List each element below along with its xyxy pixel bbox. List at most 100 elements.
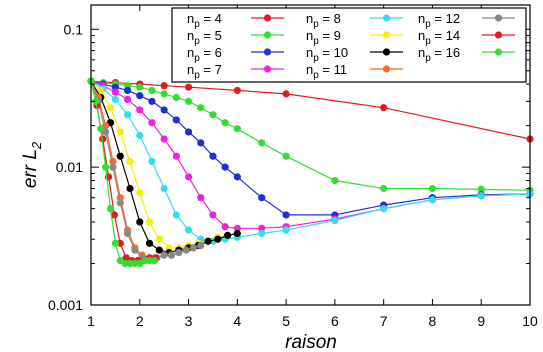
series-9 (87, 77, 159, 265)
data-point (106, 104, 115, 112)
data-point (126, 157, 134, 166)
data-point (477, 192, 485, 200)
data-point (145, 218, 154, 226)
y-axis-label-subscript: 2 (29, 141, 44, 150)
data-point (145, 239, 154, 247)
data-point (148, 119, 156, 127)
y-tick-label: 0.01 (56, 159, 83, 175)
series-10 (87, 77, 159, 268)
data-point (160, 251, 168, 259)
data-point (221, 163, 229, 171)
data-point (136, 218, 144, 226)
legend-label: np = 5 (187, 28, 222, 47)
series-1 (87, 77, 534, 194)
x-tick-label: 5 (282, 313, 290, 329)
legend-entry-10: np = 16 (418, 45, 515, 64)
legend-marker-sample (382, 48, 391, 56)
legend-label: np = 16 (418, 45, 460, 64)
data-point (123, 111, 132, 119)
data-point (428, 196, 437, 204)
data-point (131, 246, 139, 254)
x-tick-label: 6 (331, 313, 339, 329)
legend-box (171, 7, 527, 83)
data-point (204, 237, 212, 245)
data-point (167, 251, 176, 259)
data-point (233, 173, 241, 181)
series-line (90, 80, 531, 140)
data-point (160, 90, 168, 98)
data-point (116, 199, 124, 207)
y-axis-label: err L2 (20, 141, 44, 188)
data-point (136, 83, 144, 91)
data-point (233, 229, 241, 238)
legend-marker-sample (263, 31, 272, 39)
y-tick-label: 0.1 (64, 21, 84, 37)
legend-entry-1: np = 5 (187, 28, 284, 47)
axes-layer: 1 2 3 4 5 6 7 8 9 10 0.001 0.01 0.1 (48, 4, 538, 329)
series-layer (87, 77, 534, 268)
data-point (126, 184, 134, 193)
data-point (136, 189, 144, 197)
series-line (90, 80, 531, 216)
data-point (233, 125, 241, 133)
y-tick-label: 0.001 (48, 297, 83, 313)
data-point (172, 116, 180, 124)
data-point (97, 125, 105, 133)
data-point (97, 86, 105, 95)
data-point (209, 111, 217, 119)
series-line (90, 80, 531, 229)
data-point (380, 184, 388, 193)
data-point (184, 173, 193, 181)
data-point (258, 139, 266, 147)
legend-marker-sample (494, 14, 503, 22)
data-point (197, 139, 205, 147)
data-point (184, 83, 193, 91)
data-point (123, 86, 132, 95)
series-line (90, 80, 238, 249)
data-point (233, 224, 241, 232)
data-point (282, 211, 290, 219)
data-point (122, 254, 130, 262)
data-point (102, 163, 110, 171)
data-point (197, 194, 205, 202)
data-point (109, 163, 117, 171)
data-point (150, 256, 159, 265)
data-point (282, 90, 290, 98)
series-0 (87, 77, 534, 143)
data-point (331, 216, 339, 225)
data-point (148, 97, 156, 105)
x-tick-label: 4 (233, 313, 241, 329)
legend-entry-7: np = 11 (306, 62, 403, 81)
data-point (282, 152, 290, 160)
legend-label: np = 9 (306, 28, 341, 47)
plot-frame (90, 4, 531, 306)
data-point (155, 246, 163, 254)
data-point (148, 157, 156, 166)
data-point (428, 184, 437, 193)
legend: np = 4np = 5np = 6np = 7np = 8np = 9np =… (171, 7, 527, 83)
data-point (331, 176, 339, 185)
x-tick-label: 10 (522, 313, 538, 329)
data-point (258, 224, 266, 232)
legend-entry-4: np = 8 (306, 11, 403, 30)
x-tick-label: 3 (185, 313, 193, 329)
legend-label: np = 10 (306, 45, 348, 64)
x-tick-label: 1 (87, 313, 95, 329)
data-point (155, 235, 163, 243)
data-point (116, 128, 124, 136)
data-point (123, 95, 132, 103)
legend-marker-sample (263, 14, 272, 22)
data-point (221, 119, 229, 127)
data-point (184, 128, 193, 136)
series-line (90, 80, 238, 254)
data-point (189, 244, 198, 252)
data-point (182, 246, 190, 254)
data-point (123, 229, 132, 238)
data-point (148, 86, 156, 95)
data-point (197, 104, 205, 112)
legend-marker-sample (382, 14, 391, 22)
data-point (380, 205, 388, 213)
data-point (110, 211, 119, 219)
legend-marker-sample (494, 48, 503, 56)
